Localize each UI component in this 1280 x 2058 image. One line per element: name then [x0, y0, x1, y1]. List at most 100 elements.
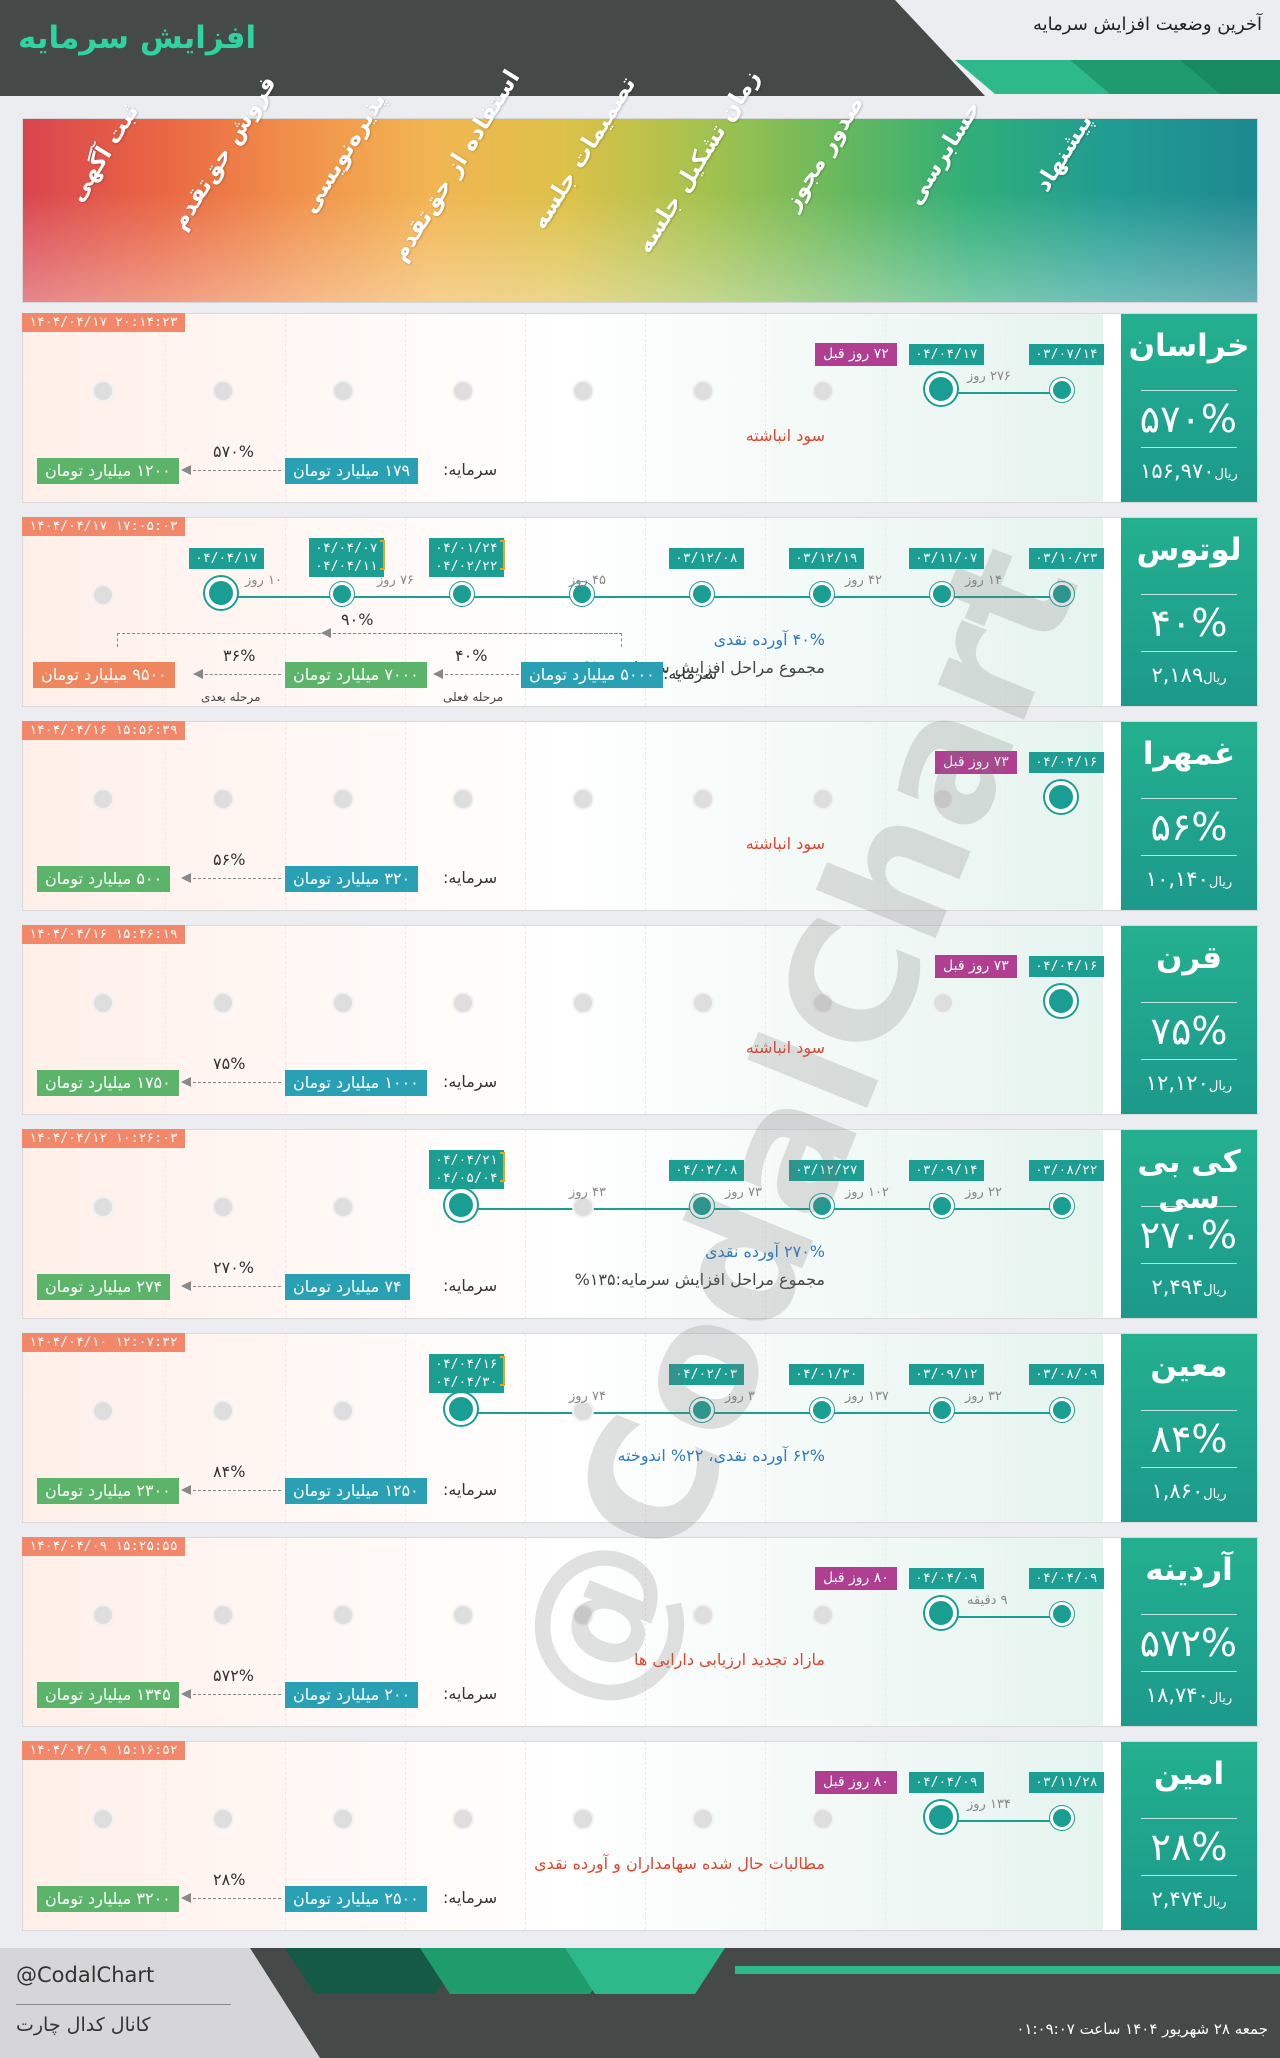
increase-percent: ۵۶% [1141, 798, 1237, 856]
date-badge: ۰۳/۰۹/۱۴ [909, 1160, 984, 1181]
stage-dot[interactable] [810, 582, 834, 606]
stage-dot[interactable] [330, 582, 354, 606]
symbol-card[interactable]: معین ۸۴% ریال۱,۸۶۰ [1121, 1334, 1257, 1522]
grid-line [285, 518, 286, 706]
date-badge: ۰۳/۱۲/۰۸ [669, 548, 744, 569]
symbol-card[interactable]: امین ۲۸% ریال۲,۴۷۴ [1121, 1742, 1257, 1930]
footer-line [735, 1966, 1280, 1974]
current-stage-dot[interactable] [445, 1189, 477, 1221]
total-increase: مجموع مراحل افزایش سرمایه:۱۳۵% [574, 1270, 825, 1289]
symbol-card[interactable]: غمهرا ۵۶% ریال۱۰,۱۴۰ [1121, 722, 1257, 910]
stage-dot[interactable] [690, 582, 714, 606]
stage-dot[interactable] [930, 1398, 954, 1422]
company-row[interactable]: لوتوس ۴۰% ریال۲,۱۸۹ ۱۴۰۴/۰۴/۱۷ ۱۷:۰۵:۰۳ ۰۳/۱… [22, 517, 1258, 707]
grid-line [405, 1130, 406, 1318]
increase-percent: ۵۷۲% [1140, 1614, 1237, 1672]
pending-stage-dot [332, 380, 354, 402]
symbol-name[interactable]: آردینه [1145, 1552, 1233, 1588]
stage-dot[interactable] [690, 1194, 714, 1218]
gap-label: ۹ دقیقه [967, 1593, 1008, 1608]
stage-dot[interactable] [450, 582, 474, 606]
symbol-name[interactable]: قرن [1155, 940, 1223, 976]
increase-source: ۲۷۰% آورده نقدی [704, 1242, 825, 1261]
symbol-name[interactable]: معین [1150, 1348, 1228, 1384]
pending-stage-dot [572, 788, 594, 810]
date-badge: ۰۴/۰۴/۲۱ [429, 1150, 504, 1171]
current-stage-dot[interactable] [205, 577, 237, 609]
company-row[interactable]: کی بی سی ۲۷۰% ریال۲,۴۹۴ ۱۴۰۴/۰۴/۱۲ ۱۰:۲۶:۰۳… [22, 1129, 1258, 1319]
current-stage-dot[interactable] [445, 1393, 477, 1425]
pending-stage-dot [692, 1604, 714, 1626]
symbol-card[interactable]: کی بی سی ۲۷۰% ریال۲,۴۹۴ [1121, 1130, 1257, 1318]
update-timestamp: ۱۴۰۴/۰۴/۰۹ ۱۵:۲۵:۵۵ [22, 1537, 185, 1556]
capital-step-percent: ۲۷۰% [213, 1258, 254, 1277]
stage-dot[interactable] [930, 582, 954, 606]
grid-line [885, 1742, 886, 1930]
grid-line [645, 314, 646, 502]
increase-source: سود انباشته [745, 426, 825, 445]
timeline-line [945, 1820, 1065, 1822]
pending-stage-dot [212, 788, 234, 810]
symbol-name[interactable]: کی بی سی [1137, 1144, 1241, 1216]
date-badge: ۰۴/۰۱/۳۰ [789, 1364, 864, 1385]
date-badge: ۰۳/۰۷/۱۴ [1029, 344, 1104, 365]
stage-dot[interactable] [570, 582, 594, 606]
capital-arrow [181, 1485, 281, 1495]
symbol-name[interactable]: خراسان [1128, 328, 1250, 364]
capital-arrow [181, 465, 281, 475]
pending-stage-dot [452, 788, 474, 810]
update-timestamp: ۱۴۰۴/۰۴/۱۲ ۱۰:۲۶:۰۳ [22, 1129, 185, 1148]
symbol-card[interactable]: خراسان ۵۷۰% ریال۱۵۶,۹۷۰ [1121, 314, 1257, 502]
stage-dot[interactable] [1050, 1806, 1074, 1830]
current-stage-dot[interactable] [1045, 781, 1077, 813]
symbol-card[interactable]: آردینه ۵۷۲% ریال۱۸,۷۴۰ [1121, 1538, 1257, 1726]
current-stage-dot[interactable] [1045, 985, 1077, 1017]
stage-dot[interactable] [810, 1194, 834, 1218]
date-badge: ۰۳/۱۰/۲۳ [1029, 548, 1104, 569]
channel-handle[interactable]: @CodalChart [16, 1963, 155, 1987]
grid-line [645, 1742, 646, 1930]
stage-dot[interactable] [1050, 582, 1074, 606]
grid-line [405, 926, 406, 1114]
company-row[interactable]: امین ۲۸% ریال۲,۴۷۴ ۱۴۰۴/۰۴/۰۹ ۱۵:۱۶:۵۲ ۰۳/۱۱… [22, 1741, 1258, 1931]
stage-dot[interactable] [810, 1398, 834, 1422]
stage-dot[interactable] [1050, 378, 1074, 402]
stage-dot[interactable] [1050, 1398, 1074, 1422]
symbol-card[interactable]: قرن ۷۵% ریال۱۲,۱۲۰ [1121, 926, 1257, 1114]
symbol-card[interactable]: لوتوس ۴۰% ریال۲,۱۸۹ [1121, 518, 1257, 706]
timeline-line [465, 1208, 1065, 1210]
capital-current: ۱۰۰۰ میلیارد تومان [285, 1070, 427, 1096]
stage-dot[interactable] [690, 1398, 714, 1422]
current-stage-dot[interactable] [925, 373, 957, 405]
pending-stage-dot [692, 788, 714, 810]
price-unit: ریال [1203, 1283, 1227, 1298]
date-badge: ۰۴/۰۴/۱۶ [1029, 752, 1104, 773]
company-row[interactable]: قرن ۷۵% ریال۱۲,۱۲۰ ۱۴۰۴/۰۴/۱۶ ۱۵:۴۶:۱۹ ۰۴/۰۴… [22, 925, 1258, 1115]
current-stage-dot[interactable] [925, 1597, 957, 1629]
grid-line [405, 1334, 406, 1522]
pending-stage-dot [452, 380, 474, 402]
current-stage-dot[interactable] [925, 1801, 957, 1833]
symbol-name[interactable]: امین [1153, 1756, 1225, 1792]
pending-stage-dot [92, 1196, 114, 1218]
company-row[interactable]: آردینه ۵۷۲% ریال۱۸,۷۴۰ ۱۴۰۴/۰۴/۰۹ ۱۵:۲۵:۵۵ ۰… [22, 1537, 1258, 1727]
stage-dot[interactable] [1050, 1194, 1074, 1218]
capital-step-percent: ۲۸% [213, 1870, 246, 1889]
company-row[interactable]: غمهرا ۵۶% ریال۱۰,۱۴۰ ۱۴۰۴/۰۴/۱۶ ۱۵:۵۶:۳۹ ۰۴/… [22, 721, 1258, 911]
footer-divider [16, 2004, 231, 2005]
price-value: ۱۸,۷۴۰ [1145, 1683, 1209, 1707]
capital-label: سرمایه: [443, 1276, 498, 1295]
grid-line [525, 722, 526, 910]
price-value: ۲,۱۸۹ [1151, 663, 1204, 687]
grid-line [1005, 1742, 1006, 1930]
grid-line [885, 1538, 886, 1726]
symbol-name[interactable]: غمهرا [1142, 736, 1236, 772]
stage-dot[interactable] [1050, 1602, 1074, 1626]
days-ago-badge: ۸۰ روز قبل [815, 1771, 897, 1794]
capital-after: ۷۰۰۰ میلیارد تومان [285, 662, 427, 688]
symbol-name[interactable]: لوتوس [1136, 532, 1242, 568]
company-row[interactable]: خراسان ۵۷۰% ریال۱۵۶,۹۷۰ ۱۴۰۴/۰۴/۱۷ ۲۰:۱۴:۲۳… [22, 313, 1258, 503]
date-range-bracket [380, 540, 385, 570]
company-row[interactable]: معین ۸۴% ریال۱,۸۶۰ ۱۴۰۴/۰۴/۱۰ ۱۲:۰۷:۳۲ ۰۳/۰۸… [22, 1333, 1258, 1523]
stage-dot[interactable] [930, 1194, 954, 1218]
